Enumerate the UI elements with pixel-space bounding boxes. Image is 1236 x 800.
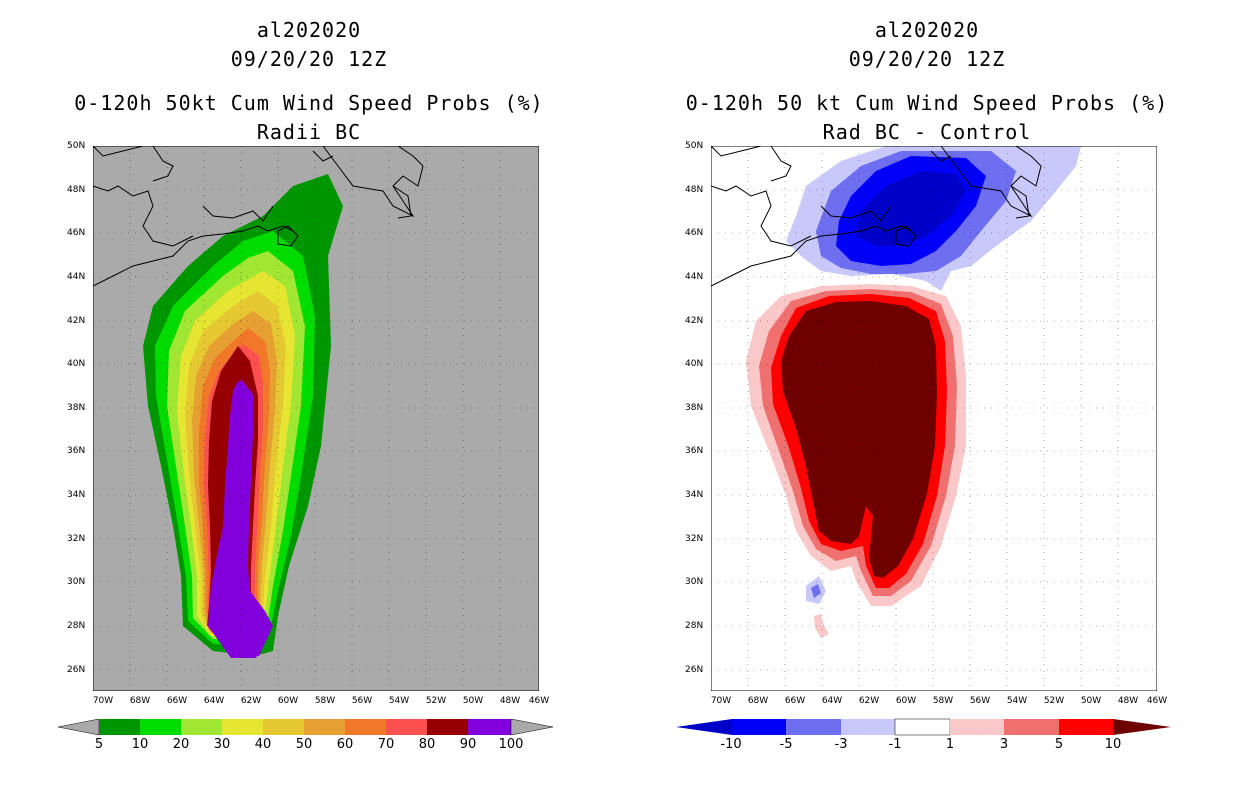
lat-label: 48N — [685, 185, 704, 195]
cb-label: 40 — [254, 737, 272, 752]
cb-label: 90 — [459, 737, 477, 752]
coastline — [711, 146, 1042, 287]
cb-label: 5 — [94, 737, 104, 752]
lat-label: 32N — [67, 534, 86, 544]
lon-label: 66W — [784, 696, 806, 706]
cb-label: 5 — [1054, 737, 1064, 752]
lat-label: 38N — [67, 403, 86, 413]
lon-label: 48W — [499, 696, 521, 706]
lon-label: 70W — [710, 696, 732, 706]
right-title-product: 0-120h 50 kt Cum Wind Speed Probs (%) — [685, 91, 1169, 115]
lat-label: 34N — [67, 490, 86, 500]
lon-label: 64W — [203, 696, 225, 706]
lat-label: 30N — [67, 577, 86, 587]
lat-label: 42N — [685, 316, 704, 326]
lon-label: 46W — [1146, 696, 1168, 706]
left-colorbar — [58, 718, 554, 736]
lon-label: 64W — [821, 696, 843, 706]
lat-label: 44N — [67, 272, 86, 282]
lon-label: 52W — [1043, 696, 1065, 706]
lon-label: 62W — [858, 696, 880, 706]
lon-label: 70W — [92, 696, 114, 706]
lon-label: 62W — [240, 696, 262, 706]
left-title-storm: al202020 — [256, 18, 362, 42]
lon-label: 60W — [277, 696, 299, 706]
cb-label: 10 — [131, 737, 149, 752]
lat-label: 36N — [685, 446, 704, 456]
lat-label: 46N — [685, 228, 704, 238]
cb-label: -5 — [779, 737, 793, 752]
left-title-time: 09/20/20 12Z — [230, 47, 388, 71]
lon-label: 46W — [528, 696, 550, 706]
lat-label: 28N — [685, 621, 704, 631]
cb-label: 100 — [498, 737, 524, 752]
left-map — [93, 146, 539, 691]
lon-label: 68W — [747, 696, 769, 706]
right-title-time: 09/20/20 12Z — [848, 47, 1006, 71]
cb-label: 20 — [172, 737, 190, 752]
lon-label: 54W — [1006, 696, 1028, 706]
lat-label: 28N — [67, 621, 86, 631]
diff-pos-10-area — [781, 301, 937, 578]
cb-label: 10 — [1104, 737, 1122, 752]
cb-label: 30 — [213, 737, 231, 752]
diff-pos-small-area — [814, 614, 829, 638]
right-title-sub: Rad BC - Control — [822, 120, 1032, 144]
diff-neg-10-area — [856, 171, 966, 246]
lon-label: 58W — [314, 696, 336, 706]
diff-neg-small-inner-area — [811, 584, 821, 598]
lat-label: 42N — [67, 316, 86, 326]
lat-label: 40N — [67, 359, 86, 369]
lat-label: 48N — [67, 185, 86, 195]
cb-label: -1 — [888, 737, 902, 752]
lon-label: 52W — [425, 696, 447, 706]
lon-label: 68W — [129, 696, 151, 706]
lon-label: 58W — [932, 696, 954, 706]
lat-label: 26N — [685, 665, 704, 675]
lat-label: 40N — [685, 359, 704, 369]
cb-label: -3 — [834, 737, 848, 752]
lat-label: 38N — [685, 403, 704, 413]
left-title-product: 0-120h 50kt Cum Wind Speed Probs (%) — [74, 91, 544, 115]
left-title-sub: Radii BC — [256, 120, 362, 144]
lon-label: 56W — [351, 696, 373, 706]
lon-label: 60W — [895, 696, 917, 706]
lat-label: 32N — [685, 534, 704, 544]
right-colorbar — [676, 718, 1171, 736]
cb-label: -10 — [720, 737, 742, 752]
lat-label: 50N — [67, 141, 86, 151]
lat-label: 44N — [685, 272, 704, 282]
cb-label: 1 — [945, 737, 955, 752]
grid-lines — [93, 146, 539, 691]
right-map — [711, 146, 1157, 691]
right-panel: al202020 09/20/20 12Z 0-120h 50 kt Cum W… — [618, 0, 1236, 800]
left-panel: al202020 09/20/20 12Z 0-120h 50kt Cum Wi… — [58, 18, 554, 752]
lat-label: 34N — [685, 490, 704, 500]
right-title-storm: al202020 — [874, 18, 980, 42]
lat-label: 26N — [67, 665, 86, 675]
lon-label: 50W — [1080, 696, 1102, 706]
cb-label: 80 — [418, 737, 436, 752]
lon-label: 66W — [166, 696, 188, 706]
lat-label: 46N — [67, 228, 86, 238]
lon-label: 50W — [462, 696, 484, 706]
lon-label: 48W — [1117, 696, 1139, 706]
cb-label: 70 — [377, 737, 395, 752]
cb-label: 50 — [295, 737, 313, 752]
lon-label: 54W — [388, 696, 410, 706]
coastline — [93, 146, 424, 287]
lat-label: 36N — [67, 446, 86, 456]
lat-label: 30N — [685, 577, 704, 587]
lon-label: 56W — [969, 696, 991, 706]
cb-label: 60 — [336, 737, 354, 752]
grid-lines — [711, 146, 1157, 691]
cb-label: 3 — [999, 737, 1009, 752]
lat-label: 50N — [685, 141, 704, 151]
